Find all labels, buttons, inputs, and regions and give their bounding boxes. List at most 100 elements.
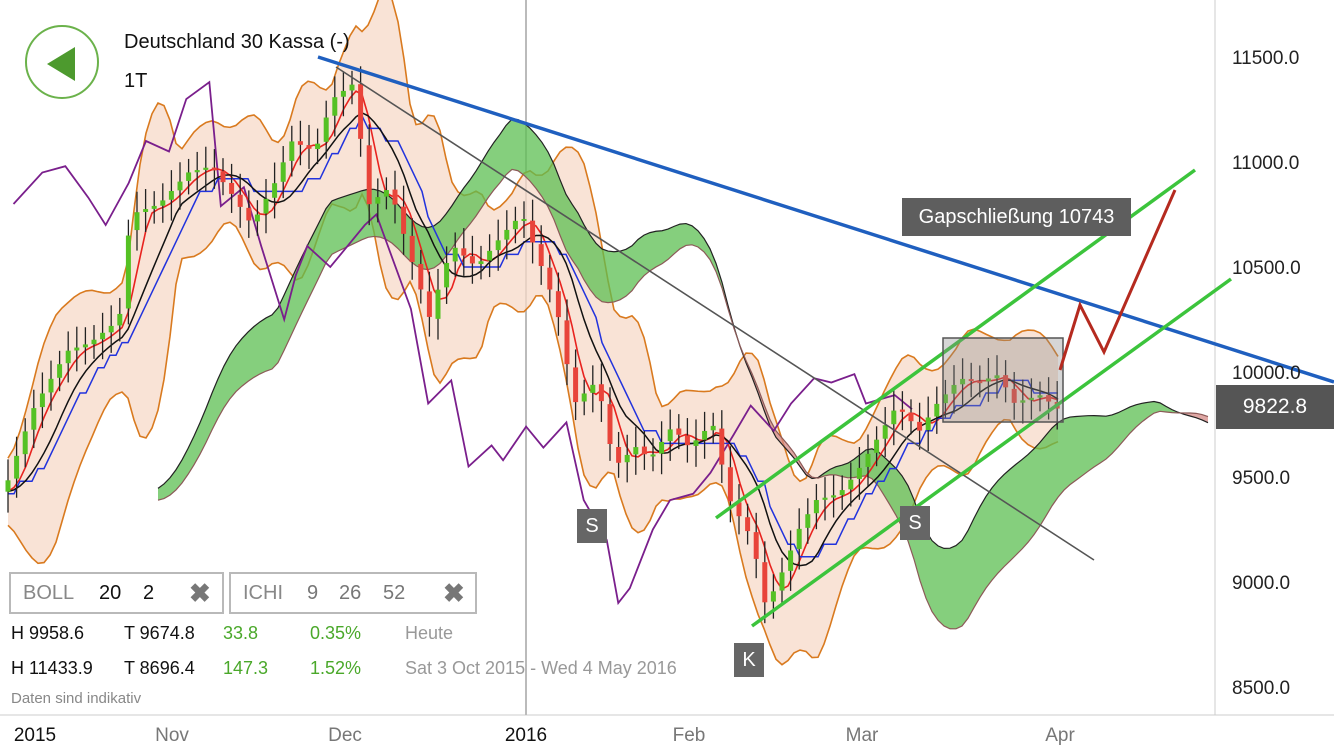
ichimoku-cloud-segment (452, 196, 458, 249)
candle-body (452, 247, 458, 262)
ichimoku-cloud-segment (650, 231, 656, 271)
ichimoku-cloud-segment (434, 221, 440, 268)
ichimoku-cloud-segment (488, 142, 494, 198)
stat-change-2: 147.3 (223, 658, 269, 678)
back-button[interactable] (25, 25, 99, 99)
candle-body (48, 378, 54, 393)
candle-body (521, 218, 527, 221)
ichimoku-cloud-segment (1094, 415, 1100, 468)
ichimoku-cloud-segment (1196, 413, 1202, 420)
candle-body (547, 267, 553, 290)
candle-body (263, 198, 269, 214)
candle-body (684, 435, 690, 446)
ichimoku-cloud-segment (344, 194, 350, 249)
candle-body (100, 332, 106, 340)
ichimoku-cloud-segment (710, 248, 716, 272)
candle-body (289, 141, 295, 161)
ichimoku-cloud-segment (1016, 459, 1022, 556)
ichimoku-cloud-segment (1148, 401, 1154, 418)
candle-body (641, 446, 647, 455)
channel-lower (750, 277, 1233, 628)
ichimoku-cloud-segment (1118, 409, 1124, 448)
ichimoku-cloud-segment (614, 251, 620, 302)
ichimoku-cloud-segment (632, 239, 638, 291)
candle-body (1011, 388, 1017, 403)
ichimoku-cloud-segment (326, 200, 332, 263)
ichimoku-cloud-segment (464, 179, 470, 232)
candle-body (143, 209, 149, 212)
ichimoku-cloud-segment (1160, 402, 1166, 412)
y-tick-label: 9500.0 (1232, 468, 1290, 489)
candle-body (108, 325, 114, 333)
candle-body (977, 381, 983, 384)
ichimoku-cloud-segment (950, 545, 956, 629)
ichimoku-cloud-segment (704, 238, 710, 260)
current-price-label: 9822.8 (1216, 385, 1334, 429)
candle-body (942, 394, 948, 404)
ichi-label: ICHI (243, 582, 283, 604)
candle-body (74, 347, 80, 351)
ichimoku-cloud-segment (836, 465, 842, 477)
close-x-icon[interactable]: ✖ (443, 578, 465, 608)
candle-body (788, 550, 794, 571)
ichimoku-cloud-segment (386, 193, 392, 244)
boll-indicator[interactable]: BOLL 20 2 ✖ (9, 572, 224, 614)
bollinger-band-fill (8, 0, 1058, 665)
candle-body (951, 384, 957, 394)
ichimoku-cloud-segment (1004, 469, 1010, 567)
ichimoku-cloud-segment (212, 378, 218, 430)
candle-body (323, 117, 329, 142)
senkou-span-b (157, 168, 1209, 630)
x-tick-label: Feb (673, 725, 706, 746)
ichimoku-cloud-segment (608, 251, 614, 303)
ichi-indicator[interactable]: ICHI 9 26 52 ✖ (229, 572, 477, 614)
candle-body (297, 141, 303, 145)
ichimoku-cloud-segment (776, 430, 782, 445)
ichimoku-cloud-segment (542, 142, 548, 207)
candle-body (1028, 397, 1034, 401)
y-tick-label: 10000.0 (1232, 363, 1301, 384)
candle-body (117, 313, 123, 326)
ichimoku-cloud-segment (782, 437, 788, 452)
ichimoku-cloud-segment (158, 483, 164, 501)
ichimoku-cloud-segment (506, 119, 512, 175)
y-tick-label: 10500.0 (1232, 258, 1301, 279)
candle-body (822, 497, 828, 500)
candle-body (968, 379, 974, 382)
ichimoku-cloud-segment (590, 234, 596, 298)
candle-body (375, 197, 381, 204)
candle-body (401, 206, 407, 234)
candle-body (813, 500, 819, 514)
ichimoku-cloud-segment (458, 187, 464, 240)
disclaimer-note: Daten sind indikativ (11, 690, 142, 707)
ichimoku-cloud-segment (884, 456, 890, 506)
candle-body (444, 262, 450, 288)
candle-body (125, 235, 131, 309)
candle-body (762, 562, 768, 603)
x-tick-label: 2015 (14, 725, 56, 746)
close-x-icon[interactable]: ✖ (189, 578, 211, 608)
ichimoku-cloud-segment (698, 230, 704, 252)
x-tick-label: Mar (846, 725, 879, 746)
candle-body (564, 320, 570, 365)
candle-body (702, 430, 708, 440)
ichimoku-cloud-segment (1154, 401, 1160, 414)
y-tick-label: 11000.0 (1232, 153, 1299, 174)
ichimoku-cloud-segment (1040, 435, 1046, 526)
ichimoku-cloud-segment (974, 506, 980, 608)
candle-body (633, 447, 639, 455)
candle-body (994, 375, 1000, 379)
trendline-grey (335, 66, 1095, 561)
candle-body (57, 364, 63, 378)
candle-body (39, 393, 45, 408)
ichimoku-cloud-segment (986, 487, 992, 589)
ichimoku-cloud-segment (674, 224, 680, 254)
ichimoku-cloud-segment (1136, 403, 1142, 428)
ichimoku-cloud-segment (656, 230, 662, 267)
candle-body (1020, 400, 1026, 403)
candle-body (770, 591, 776, 602)
candle-body (779, 572, 785, 591)
ichimoku-cloud-segment (842, 463, 848, 478)
ichimoku-cloud-segment (218, 365, 224, 419)
